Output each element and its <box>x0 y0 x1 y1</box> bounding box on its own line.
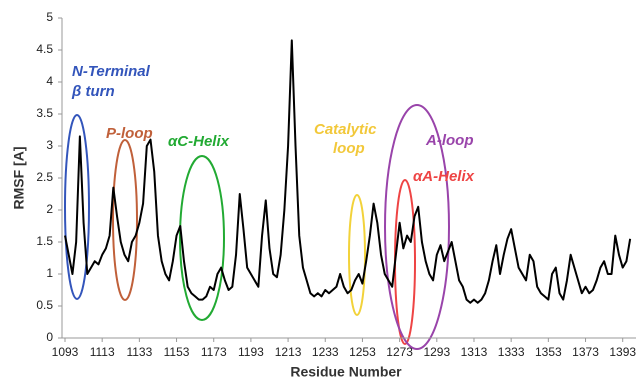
y-tick-label: 4.5 <box>36 42 53 56</box>
annotation: P-loop <box>106 125 153 142</box>
annotation: N-Terminal <box>72 63 151 80</box>
ellipse <box>112 139 138 301</box>
y-tick-label: 3.5 <box>36 106 53 120</box>
x-tick-label: 1333 <box>498 345 525 359</box>
x-tick-label: 1353 <box>535 345 562 359</box>
annotation: β turn <box>71 83 115 100</box>
x-tick-label: 1213 <box>275 345 302 359</box>
y-tick-label: 1.5 <box>36 234 53 248</box>
x-tick-label: 1393 <box>609 345 636 359</box>
annotation: αC-Helix <box>168 133 230 150</box>
y-tick-label: 0 <box>46 330 53 344</box>
y-axis-title: RMSF [A] <box>11 147 27 210</box>
annotation: A-loop <box>425 132 473 149</box>
rmsf-line <box>64 39 632 304</box>
ellipse <box>64 114 90 300</box>
x-tick-label: 1293 <box>423 345 450 359</box>
annotation: Catalytic <box>314 121 377 138</box>
x-tick-label: 1093 <box>52 345 79 359</box>
y-tick-label: 2 <box>46 202 53 216</box>
y-tick-label: 4 <box>46 74 53 88</box>
y-tick-label: 0.5 <box>36 298 53 312</box>
x-tick-label: 1193 <box>238 345 264 359</box>
y-tick-label: 3 <box>46 138 53 152</box>
annotation: loop <box>333 140 365 157</box>
x-axis-title: Residue Number <box>290 364 402 380</box>
x-tick-label: 1173 <box>201 345 227 359</box>
x-tick-label: 1153 <box>164 345 190 359</box>
x-tick-label: 1113 <box>90 345 115 359</box>
annotation: αA-Helix <box>413 168 475 185</box>
x-tick-label: 1133 <box>126 345 152 359</box>
ellipse <box>394 179 416 345</box>
ellipse <box>384 104 450 350</box>
x-tick-label: 1253 <box>349 345 376 359</box>
y-tick-label: 2.5 <box>36 170 53 184</box>
ellipse <box>348 194 366 316</box>
x-tick-label: 1313 <box>461 345 488 359</box>
ellipse <box>179 155 225 321</box>
x-tick-label: 1233 <box>312 345 339 359</box>
y-tick-label: 1 <box>46 266 53 280</box>
x-tick-label: 1373 <box>572 345 599 359</box>
x-tick-label: 1273 <box>386 345 413 359</box>
y-tick-label: 5 <box>46 10 53 24</box>
